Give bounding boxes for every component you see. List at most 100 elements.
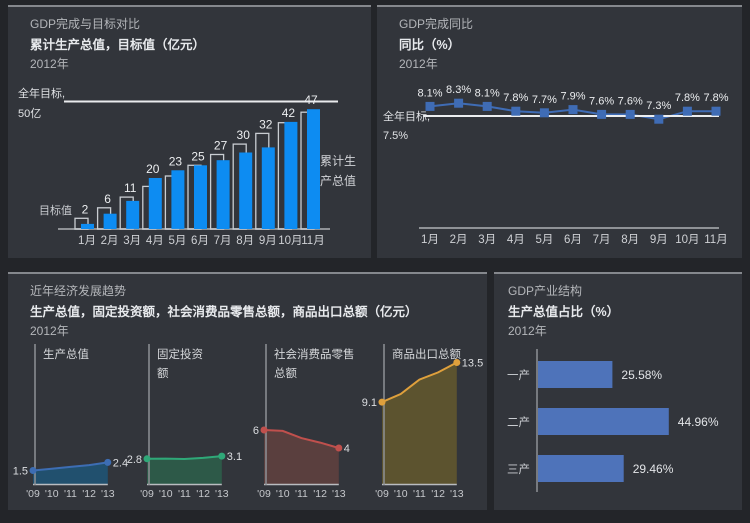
data-point-marker[interactable] bbox=[597, 109, 607, 119]
hbar-chart-gdp-structure[interactable]: 一产 25.58% 二产 44.96% 三产 29.46% bbox=[494, 274, 742, 512]
point-value-label: 7.8% bbox=[503, 92, 528, 104]
actual-bar[interactable] bbox=[307, 109, 320, 229]
end-point[interactable] bbox=[218, 452, 226, 460]
actual-series-label: 累计生 bbox=[320, 154, 356, 168]
actual-bar[interactable] bbox=[194, 165, 207, 229]
x-tick-label: 9月 bbox=[650, 234, 668, 246]
category-label: 三产 bbox=[507, 462, 530, 476]
x-tick-label: 2月 bbox=[450, 234, 468, 246]
end-point[interactable] bbox=[453, 359, 461, 366]
data-point-marker[interactable] bbox=[425, 101, 435, 111]
start-point[interactable] bbox=[143, 455, 151, 463]
bar-value-label: 30 bbox=[237, 128, 251, 142]
industry-bar[interactable] bbox=[538, 408, 669, 435]
x-tick-label: '11 bbox=[64, 488, 77, 500]
point-value-label: 8.3% bbox=[446, 84, 471, 96]
start-value-label: 1.5 bbox=[13, 466, 28, 478]
point-value-label: 7.9% bbox=[560, 91, 585, 103]
x-tick-label: '11 bbox=[413, 488, 426, 500]
point-value-label: 7.3% bbox=[646, 100, 671, 112]
start-value-label: 6 bbox=[253, 425, 259, 437]
x-tick-label: 3月 bbox=[123, 235, 141, 247]
actual-bar[interactable] bbox=[171, 170, 185, 229]
x-tick-label: 7月 bbox=[214, 235, 232, 247]
industry-bar[interactable] bbox=[538, 455, 624, 482]
bar-value-label: 6 bbox=[104, 192, 111, 206]
target-series-label: 目标值 bbox=[39, 203, 72, 217]
panel-gdp-yoy: 8.1% 1月 8.3% 2月 8.1% 3月 7.8% 4月 7.7% 5月 7.9% 6月 7.6%… bbox=[377, 5, 742, 258]
x-tick-label: 10月 bbox=[278, 235, 302, 247]
data-point-marker[interactable] bbox=[625, 109, 635, 119]
panel-title: GDP产业结构 bbox=[508, 284, 583, 298]
point-value-label: 7.6% bbox=[618, 95, 643, 107]
start-value-label: 9.1 bbox=[362, 397, 377, 409]
point-value-label: 7.6% bbox=[589, 95, 614, 107]
panel-period: 2012年 bbox=[30, 57, 69, 71]
x-tick-label: 8月 bbox=[621, 234, 639, 246]
x-tick-label: '10 bbox=[276, 488, 290, 500]
actual-bar[interactable] bbox=[126, 200, 140, 229]
area-fill[interactable] bbox=[33, 462, 108, 484]
bar-value-label: 27 bbox=[214, 139, 228, 153]
bar-value-label: 20 bbox=[146, 162, 160, 176]
x-tick-label: 11月 bbox=[704, 234, 727, 246]
point-value-label: 7.8% bbox=[675, 92, 700, 104]
bar-value-label: 25.58% bbox=[621, 368, 662, 382]
data-point-marker[interactable] bbox=[511, 106, 521, 116]
end-value-label: 13.5 bbox=[462, 358, 483, 370]
start-value-label: 2.8 bbox=[127, 454, 142, 466]
end-point[interactable] bbox=[335, 444, 343, 452]
trend-line bbox=[32, 461, 108, 472]
x-tick-label: '09 bbox=[257, 488, 271, 500]
area-charts-economic-trends[interactable]: 1.5 2.4 生产总值 '09 '10 '11 '12 '13 2.8 3.1 固定投资额 '09 '… bbox=[8, 274, 487, 512]
actual-bar[interactable] bbox=[239, 152, 253, 230]
panel-period: 2012年 bbox=[399, 57, 438, 71]
annual-target-label: 全年目标, bbox=[18, 86, 65, 100]
area-fill[interactable] bbox=[147, 456, 222, 484]
x-tick-label: '13 bbox=[215, 488, 229, 500]
data-point-marker[interactable] bbox=[482, 101, 492, 111]
bar-value-label: 23 bbox=[169, 154, 183, 168]
actual-bar[interactable] bbox=[148, 178, 162, 229]
panel-economic-trends: 1.5 2.4 生产总值 '09 '10 '11 '12 '13 2.8 3.1 固定投资额 '09 '… bbox=[8, 272, 487, 510]
x-tick-label: '13 bbox=[332, 488, 346, 500]
actual-bar[interactable] bbox=[261, 147, 275, 229]
x-tick-label: 5月 bbox=[535, 234, 553, 246]
trend-line bbox=[381, 361, 458, 404]
x-tick-label: '09 bbox=[140, 488, 154, 500]
data-point-marker[interactable] bbox=[454, 98, 464, 108]
panel-subtitle: 生产总值，固定投资额，社会消费品零售总额，商品出口总额（亿元） bbox=[30, 305, 418, 319]
panel-subtitle: 累计生产总值，目标值（亿元） bbox=[30, 38, 206, 52]
area-fill[interactable] bbox=[382, 362, 457, 485]
x-tick-label: 7月 bbox=[593, 234, 611, 246]
start-point[interactable] bbox=[378, 398, 386, 406]
panel-title: 近年经济发展趋势 bbox=[30, 284, 127, 298]
mini-chart-title: 总额 bbox=[274, 366, 297, 380]
data-point-marker[interactable] bbox=[654, 114, 664, 124]
end-value-label: 4 bbox=[344, 443, 350, 455]
start-point[interactable] bbox=[260, 426, 268, 434]
actual-bar[interactable] bbox=[216, 160, 230, 229]
data-point-marker[interactable] bbox=[539, 108, 549, 118]
panel-gdp-structure: 一产 25.58% 二产 44.96% 三产 29.46% GDP产业结构 生产总值占比（… bbox=[494, 272, 742, 510]
data-point-marker[interactable] bbox=[568, 105, 578, 115]
bar-value-label: 2 bbox=[82, 202, 89, 216]
data-point-marker[interactable] bbox=[682, 106, 692, 116]
point-value-label: 8.1% bbox=[475, 87, 500, 99]
industry-bar[interactable] bbox=[538, 361, 613, 388]
actual-bar[interactable] bbox=[81, 223, 94, 229]
x-tick-label: '12 bbox=[431, 488, 445, 500]
x-tick-label: 6月 bbox=[564, 234, 582, 246]
line-chart-gdp-yoy[interactable]: 8.1% 1月 8.3% 2月 8.1% 3月 7.8% 4月 7.7% 5月 7.9% 6月 7.6%… bbox=[377, 7, 742, 260]
actual-bar[interactable] bbox=[103, 213, 117, 229]
end-value-label: 3.1 bbox=[227, 451, 242, 463]
actual-bar[interactable] bbox=[284, 121, 298, 229]
start-point[interactable] bbox=[29, 467, 37, 474]
end-point[interactable] bbox=[104, 458, 112, 466]
x-tick-label: '11 bbox=[295, 488, 308, 500]
point-value-label: 8.1% bbox=[417, 87, 442, 99]
mini-chart-title: 商品出口总额 bbox=[392, 347, 461, 361]
data-point-marker[interactable] bbox=[711, 106, 721, 116]
bar-chart-gdp-vs-target[interactable]: 2 1月 6 2月 11 3月 20 4月 23 5月 25 6月 27 7月 30 8月 32 9月 42 10月 4… bbox=[8, 7, 371, 260]
